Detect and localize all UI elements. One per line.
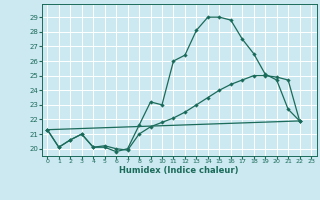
X-axis label: Humidex (Indice chaleur): Humidex (Indice chaleur) [119,166,239,175]
